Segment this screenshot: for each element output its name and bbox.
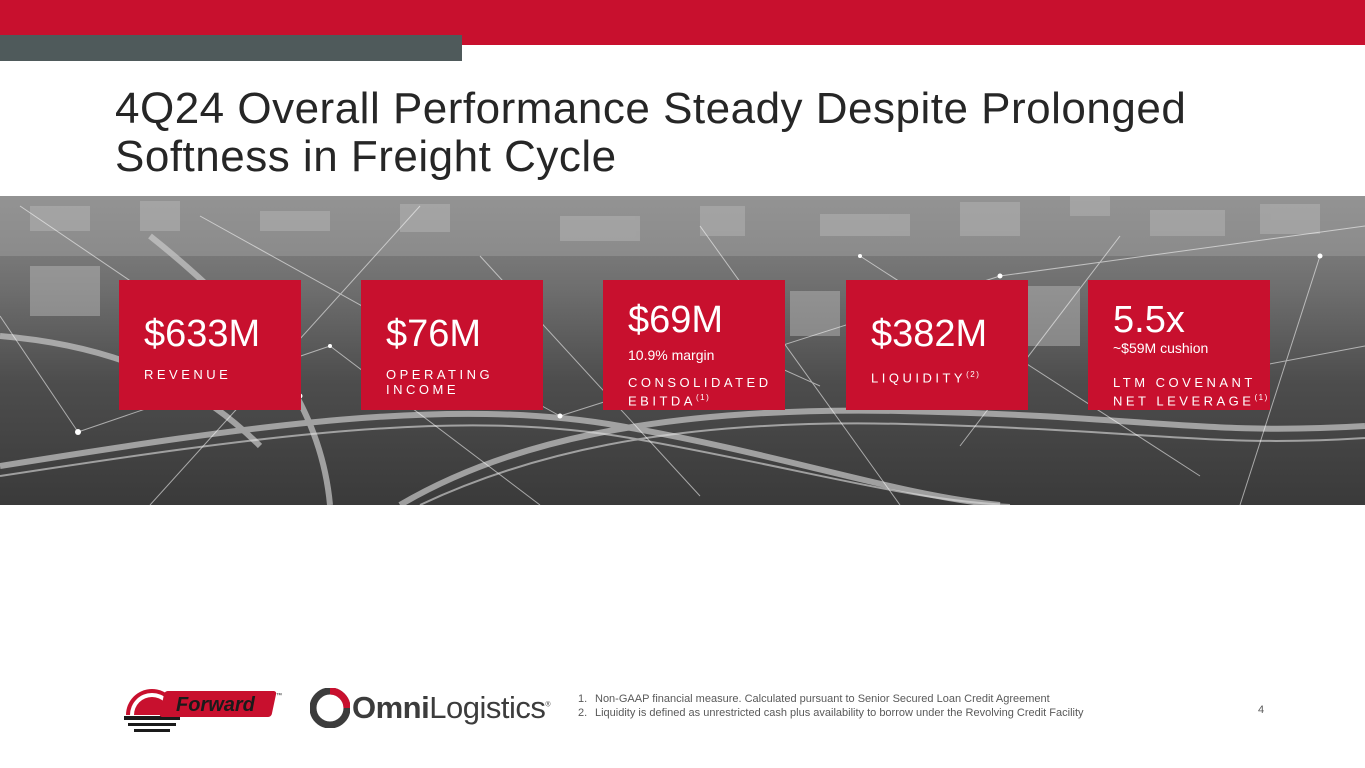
kpi-value: $76M — [386, 313, 482, 355]
kpi-label: REVENUE — [144, 367, 232, 382]
kpi-sub: ~$59M cushion — [1113, 340, 1209, 356]
kpi-liquidity-card: $382M LIQUIDITY(2) — [846, 280, 1028, 410]
kpi-ebitda-card: $69M 10.9% margin CONSOLIDATED EBITDA(1) — [603, 280, 785, 410]
kpi-label: LTM COVENANT NET LEVERAGE(1) — [1113, 375, 1269, 409]
footnote-2: 2. Liquidity is defined as unrestricted c… — [578, 707, 1084, 719]
kpi-operating-income-card: $76M OPERATING INCOME — [361, 280, 543, 410]
kpi-value: 5.5x — [1113, 299, 1185, 341]
footnote-1: 1. Non-GAAP financial measure. Calculated… — [578, 693, 1050, 705]
omni-logo-mark — [309, 687, 351, 733]
kpi-label: OPERATING INCOME — [386, 367, 494, 397]
footnotes: 1. Non-GAAP financial measure. Calculated… — [578, 692, 1084, 720]
kpi-sub: 10.9% margin — [628, 347, 715, 363]
kpi-value: $633M — [144, 313, 261, 355]
kpi-value: $382M — [871, 313, 988, 355]
forward-logo: Forward ™ — [122, 685, 292, 742]
page-title: 4Q24 Overall Performance Steady Despite … — [115, 84, 1187, 181]
svg-text:Forward: Forward — [176, 694, 256, 716]
kpi-label: LIQUIDITY(2) — [871, 370, 981, 386]
kpi-label: CONSOLIDATED EBITDA(1) — [628, 375, 772, 409]
omni-logistics-logo: OmniLogistics® — [352, 690, 551, 725]
kpi-covenant-leverage-card: 5.5x ~$59M cushion LTM COVENANT NET LEVE… — [1088, 280, 1270, 410]
top-gray-accent-bar — [0, 35, 462, 61]
kpi-value: $69M — [628, 299, 724, 341]
page-number: 4 — [1258, 704, 1265, 716]
svg-text:™: ™ — [276, 692, 282, 699]
footnote-ref: (1) — [695, 393, 711, 402]
footnote-ref: (1) — [1254, 393, 1269, 402]
kpi-revenue-card: $633M REVENUE — [119, 280, 301, 410]
footnote-ref: (2) — [966, 370, 981, 379]
